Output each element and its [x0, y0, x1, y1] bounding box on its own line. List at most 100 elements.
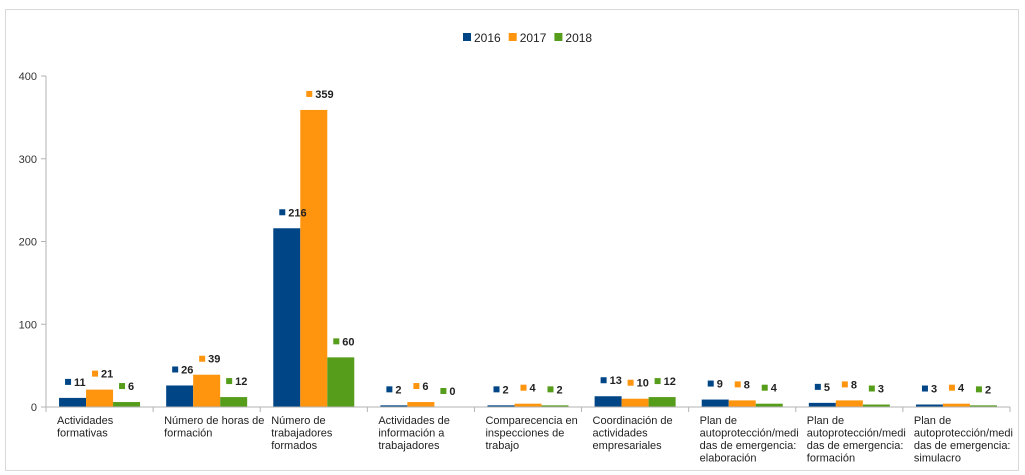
x-tick-label: formación: [164, 428, 212, 440]
data-label-key: [921, 385, 928, 392]
bar-2017: [86, 389, 114, 407]
data-label-key: [226, 378, 233, 385]
x-tick-label: Número de horas de: [164, 415, 264, 427]
y-axis: 0 100 200 300 400: [19, 71, 47, 414]
y-tick-label: 100: [19, 319, 37, 331]
legend-key-2018: [554, 33, 563, 41]
x-tick-label: formativas: [57, 428, 108, 440]
x-tick-label: Actividades: [57, 415, 114, 427]
data-label: 26: [181, 364, 193, 376]
data-label: 359: [315, 89, 333, 101]
data-label: 60: [342, 336, 354, 348]
x-tick-label: Plan de: [807, 415, 844, 427]
bar-2016: [701, 399, 729, 407]
legend-key-2016: [463, 33, 471, 41]
x-tick-label: actividades: [593, 428, 649, 440]
data-label: 0: [449, 386, 455, 398]
data-label-key: [520, 384, 527, 391]
x-tick-label: formación: [807, 453, 855, 465]
data-label-key: [413, 383, 420, 390]
data-label-key: [707, 380, 714, 387]
x-tick-label: autoprotección/medi: [914, 428, 1013, 440]
bar-2016: [273, 228, 301, 407]
bar-2017: [942, 403, 970, 407]
data-label-key: [600, 377, 607, 384]
x-tick-label: das de emergencia:: [914, 440, 1011, 452]
legend: 2016 2017 2018: [463, 31, 592, 45]
data-label: 8: [851, 379, 857, 391]
x-tick-label: Comparecencia en: [485, 415, 577, 427]
data-label: 13: [610, 375, 622, 387]
legend-label: 2016: [474, 31, 501, 45]
x-tick-label: Número de: [271, 415, 325, 427]
bar-2017: [300, 109, 328, 408]
data-label: 12: [664, 376, 676, 388]
legend-label: 2017: [520, 31, 547, 45]
x-tick-label: Actividades de: [378, 415, 450, 427]
bar-2018: [220, 397, 248, 407]
bars: [59, 109, 997, 408]
data-label: 12: [235, 376, 247, 388]
bar-2016: [808, 402, 836, 407]
bar-2016: [594, 396, 622, 407]
legend-label: 2018: [565, 31, 592, 45]
bar-2017: [728, 400, 756, 407]
data-label-key: [814, 383, 821, 390]
data-label: 4: [958, 383, 965, 395]
data-label-key: [306, 90, 313, 97]
bar-2017: [407, 402, 435, 407]
bar-2016: [166, 385, 194, 407]
data-label: 6: [422, 381, 428, 393]
data-label: 21: [101, 369, 113, 381]
bar-2018: [969, 405, 997, 407]
x-tick-label: inspecciones de: [485, 428, 564, 440]
data-label: 216: [288, 207, 306, 219]
data-label: 39: [208, 354, 220, 366]
x-tick-label: simulacro: [914, 453, 961, 465]
bar-2018: [755, 403, 783, 407]
data-label: 11: [74, 377, 86, 389]
bar-2018: [862, 404, 890, 407]
data-label: 2: [985, 384, 991, 396]
x-tick-label: información a: [378, 428, 445, 440]
data-label: 4: [771, 383, 778, 395]
data-label-key: [948, 384, 955, 391]
bar-2018: [541, 405, 569, 407]
data-label-key: [333, 338, 340, 345]
data-label: 2: [557, 384, 563, 396]
data-label-key: [868, 385, 875, 392]
bar-2017: [621, 398, 649, 407]
data-label-key: [734, 381, 741, 388]
x-tick-label: trabajadores: [378, 440, 440, 452]
bar-2018: [327, 357, 355, 407]
chart-frame: [5, 9, 1019, 471]
x-tick-label: elaboración: [700, 453, 757, 465]
data-label: 4: [530, 383, 537, 395]
data-label: 3: [931, 384, 937, 396]
y-tick-label: 400: [19, 71, 37, 83]
x-tick-label: Plan de: [700, 415, 737, 427]
data-label-key: [172, 366, 179, 373]
data-label-key: [975, 386, 982, 393]
bar-2018: [648, 397, 676, 407]
data-label: 9: [717, 379, 723, 391]
x-tick-label: Coordinación de: [593, 415, 673, 427]
data-label-key: [119, 383, 126, 390]
legend-key-2017: [508, 33, 517, 41]
bar-2016: [380, 405, 408, 407]
data-label: 3: [878, 384, 884, 396]
bar-2017: [835, 400, 863, 407]
bar-2016: [487, 405, 515, 407]
y-tick-label: 300: [19, 154, 37, 166]
data-label-key: [65, 378, 72, 385]
data-label: 2: [395, 384, 401, 396]
data-label: 6: [128, 381, 134, 393]
data-label: 5: [824, 382, 830, 394]
bar-2016: [915, 404, 943, 407]
x-tick-label: formados: [271, 440, 317, 452]
data-label: 8: [744, 379, 750, 391]
x-tick-label: autoprotección/medi: [807, 428, 906, 440]
x-tick-label: das de emergencia:: [807, 440, 904, 452]
